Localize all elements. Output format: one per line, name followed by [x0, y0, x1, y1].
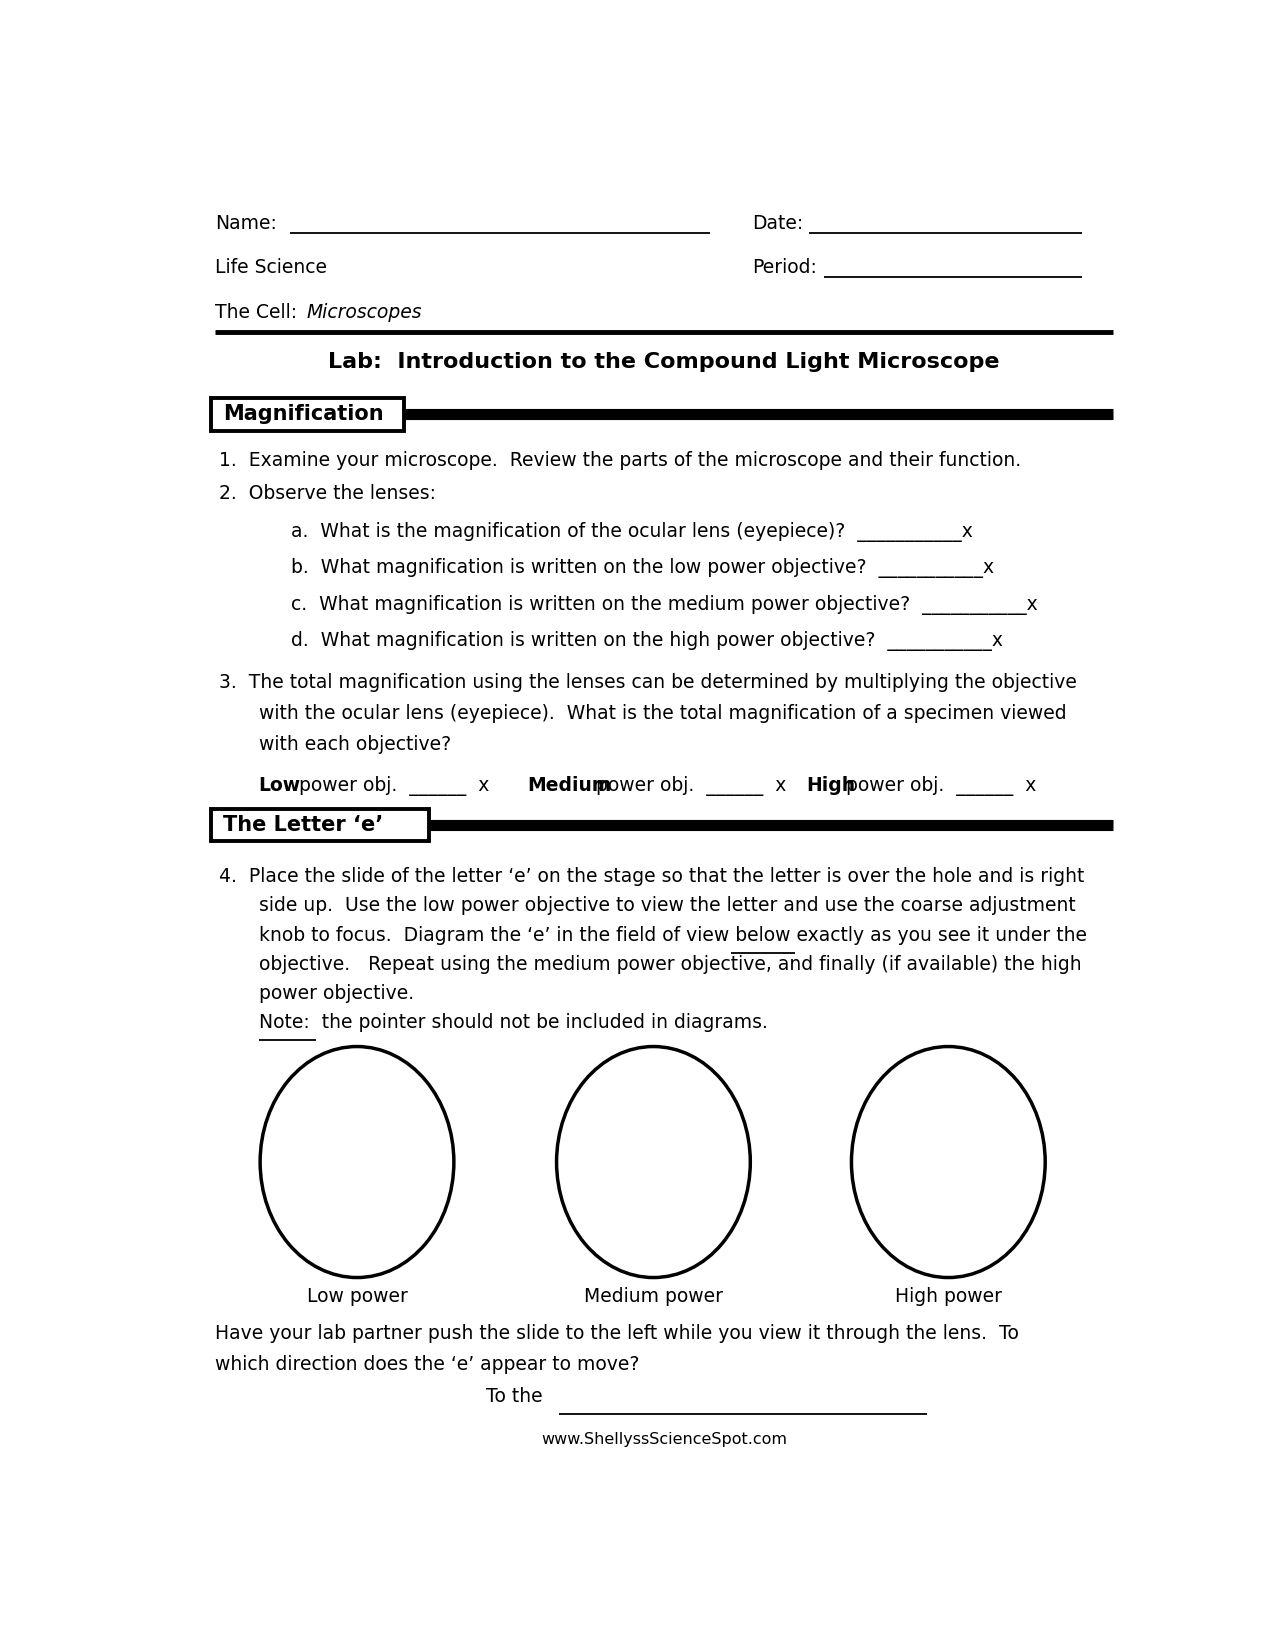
- Text: Low: Low: [259, 776, 301, 795]
- Text: side up.  Use the low power objective to view the letter and use the coarse adju: side up. Use the low power objective to …: [259, 896, 1075, 916]
- Text: power obj.  ______  x: power obj. ______ x: [840, 776, 1037, 797]
- FancyBboxPatch shape: [210, 398, 404, 431]
- FancyBboxPatch shape: [210, 808, 430, 842]
- Text: with each objective?: with each objective?: [259, 734, 450, 754]
- Text: 4.  Place the slide of the letter ‘e’ on the stage so that the letter is over th: 4. Place the slide of the letter ‘e’ on …: [219, 868, 1085, 886]
- Text: 3.  The total magnification using the lenses can be determined by multiplying th: 3. The total magnification using the len…: [219, 673, 1077, 691]
- Text: a.  What is the magnification of the ocular lens (eyepiece)?  ___________x: a. What is the magnification of the ocul…: [291, 521, 973, 543]
- Text: High: High: [807, 776, 856, 795]
- Text: The Letter ‘e’: The Letter ‘e’: [223, 815, 384, 835]
- Text: power objective.: power objective.: [259, 983, 413, 1003]
- Text: The Cell:: The Cell:: [215, 304, 310, 322]
- Text: Medium: Medium: [528, 776, 612, 795]
- Text: 1.  Examine your microscope.  Review the parts of the microscope and their funct: 1. Examine your microscope. Review the p…: [219, 452, 1021, 470]
- Text: d.  What magnification is written on the high power objective?  ___________x: d. What magnification is written on the …: [291, 630, 1003, 650]
- Text: www.ShellyssScienceSpot.com: www.ShellyssScienceSpot.com: [541, 1432, 787, 1447]
- Text: High power: High power: [895, 1287, 1002, 1305]
- Text: To the: To the: [486, 1388, 555, 1406]
- Text: b.  What magnification is written on the low power objective?  ___________x: b. What magnification is written on the …: [291, 558, 994, 579]
- Text: Name:: Name:: [215, 213, 277, 233]
- Text: with the ocular lens (eyepiece).  What is the total magnification of a specimen : with the ocular lens (eyepiece). What is…: [259, 705, 1066, 723]
- Text: c.  What magnification is written on the medium power objective?  ___________x: c. What magnification is written on the …: [291, 594, 1038, 614]
- Text: Lab:  Introduction to the Compound Light Microscope: Lab: Introduction to the Compound Light …: [328, 351, 1000, 371]
- Text: objective.   Repeat using the medium power objective, and finally (if available): objective. Repeat using the medium power…: [259, 955, 1081, 973]
- Text: Have your lab partner push the slide to the left while you view it through the l: Have your lab partner push the slide to …: [215, 1323, 1019, 1343]
- Text: which direction does the ‘e’ appear to move?: which direction does the ‘e’ appear to m…: [215, 1355, 640, 1373]
- Text: knob to focus.  Diagram the ‘e’ in the field of view below exactly as you see it: knob to focus. Diagram the ‘e’ in the fi…: [259, 926, 1086, 945]
- Text: Low power: Low power: [306, 1287, 408, 1305]
- Text: Date:: Date:: [752, 213, 803, 233]
- Text: power obj.  ______  x: power obj. ______ x: [293, 776, 514, 797]
- Text: Period:: Period:: [752, 259, 817, 277]
- Text: Microscopes: Microscopes: [306, 304, 422, 322]
- Text: Medium power: Medium power: [584, 1287, 723, 1305]
- Text: Magnification: Magnification: [223, 404, 384, 424]
- Text: Life Science: Life Science: [215, 259, 328, 277]
- Text: power obj.  ______  x: power obj. ______ x: [589, 776, 810, 797]
- Text: 2.  Observe the lenses:: 2. Observe the lenses:: [219, 483, 436, 503]
- Text: Note:  the pointer should not be included in diagrams.: Note: the pointer should not be included…: [259, 1013, 768, 1033]
